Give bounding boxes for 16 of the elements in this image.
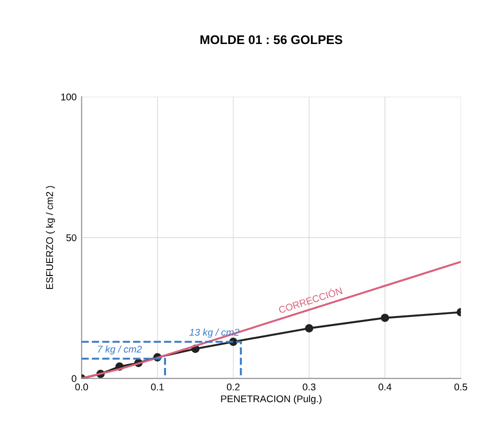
x-tick-label: 0.4 (378, 384, 392, 390)
y-tick-label: 100 (61, 94, 76, 100)
x-tick-label: 0.2 (226, 384, 240, 390)
y-tick-label: 50 (66, 234, 76, 242)
point (304, 324, 314, 332)
chart-title: MOLDE 01 : 56 GOLPES (200, 35, 342, 44)
annotation: 7 kg / cm2 (98, 345, 142, 355)
x-tick-label: 0.5 (454, 384, 468, 390)
x-axis-title: PENETRACION (Pulg.) (221, 395, 322, 404)
point (380, 314, 390, 322)
annotation: 13 kg / cm2 (189, 328, 240, 338)
y-axis-title: ESFUERZO ( kg / cm2 ) (46, 186, 55, 289)
x-tick-label: 0.1 (151, 384, 164, 390)
y-tick-label: 0 (72, 375, 76, 382)
x-tick-label: 0.0 (75, 384, 88, 390)
x-tick-label: 0.3 (302, 384, 316, 390)
